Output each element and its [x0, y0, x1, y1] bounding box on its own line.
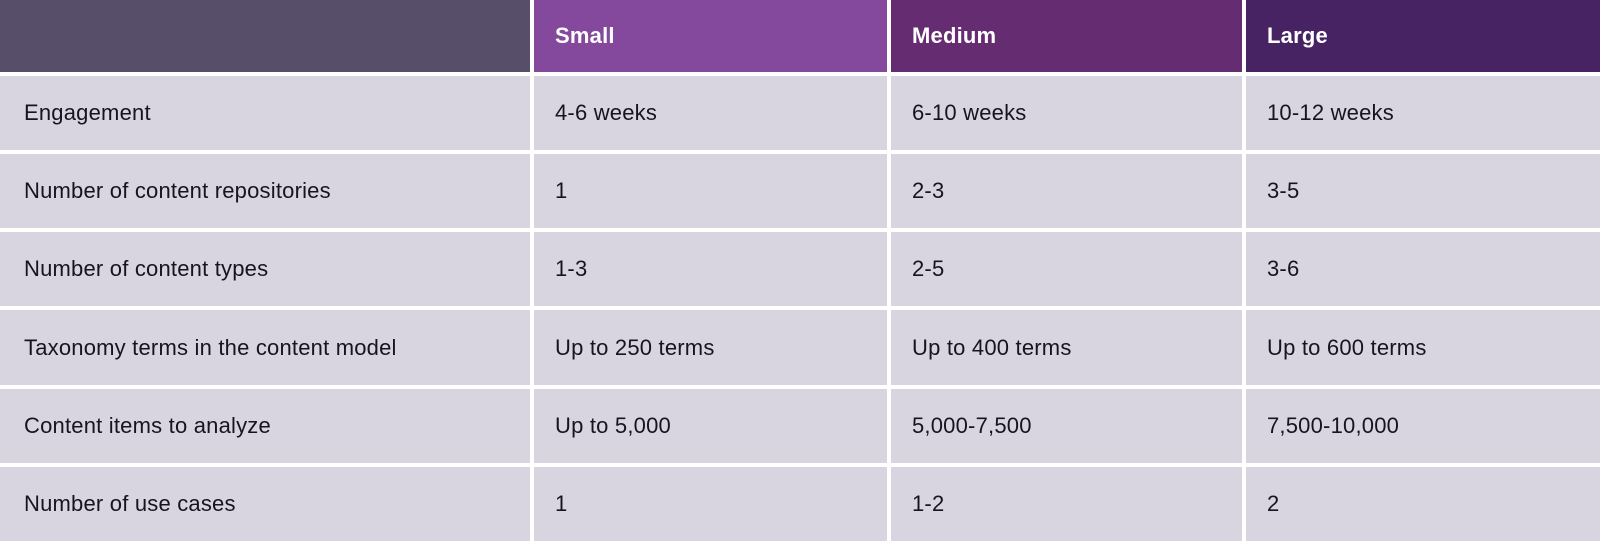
header-cell-empty — [0, 0, 530, 72]
cell-taxonomy-small: Up to 250 terms — [534, 310, 887, 385]
cell-engagement-large: 10-12 weeks — [1246, 76, 1600, 151]
cell-content-types-medium: 2-5 — [891, 232, 1242, 307]
cell-taxonomy-medium: Up to 400 terms — [891, 310, 1242, 385]
row-label-content-items: Content items to analyze — [0, 388, 530, 463]
cell-content-types-large: 3-6 — [1246, 232, 1600, 307]
header-cell-medium: Medium — [891, 0, 1242, 72]
cell-content-items-small: Up to 5,000 — [534, 388, 887, 463]
cell-engagement-medium: 6-10 weeks — [891, 76, 1242, 151]
cell-repositories-medium: 2-3 — [891, 154, 1242, 229]
cell-content-types-small: 1-3 — [534, 232, 887, 307]
row-label-engagement: Engagement — [0, 76, 530, 151]
cell-content-items-medium: 5,000-7,500 — [891, 388, 1242, 463]
cell-use-cases-large: 2 — [1246, 466, 1600, 541]
header-cell-large: Large — [1246, 0, 1600, 72]
row-label-use-cases: Number of use cases — [0, 466, 530, 541]
cell-engagement-small: 4-6 weeks — [534, 76, 887, 151]
cell-use-cases-small: 1 — [534, 466, 887, 541]
row-label-content-types: Number of content types — [0, 232, 530, 307]
cell-content-items-large: 7,500-10,000 — [1246, 388, 1600, 463]
row-label-content-repositories: Number of content repositories — [0, 154, 530, 229]
header-cell-small: Small — [534, 0, 887, 72]
row-label-taxonomy-terms: Taxonomy terms in the content model — [0, 310, 530, 385]
cell-repositories-large: 3-5 — [1246, 154, 1600, 229]
cell-repositories-small: 1 — [534, 154, 887, 229]
cell-taxonomy-large: Up to 600 terms — [1246, 310, 1600, 385]
cell-use-cases-medium: 1-2 — [891, 466, 1242, 541]
